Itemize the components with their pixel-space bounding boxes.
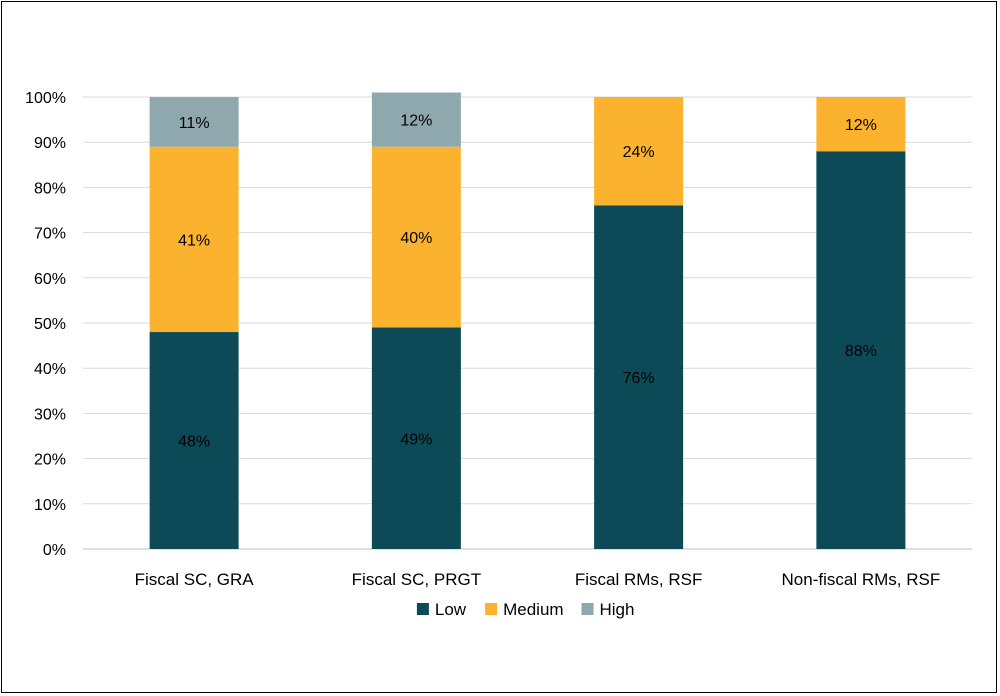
- bar-segment-low: [149, 332, 239, 549]
- bar-segment-medium: [371, 146, 461, 328]
- bar-segment-medium: [149, 146, 239, 333]
- y-tick-label: 90%: [34, 135, 66, 152]
- data-label: 76%: [623, 370, 655, 387]
- x-category-label: Fiscal SC, PRGT: [352, 570, 481, 589]
- data-label: 41%: [178, 232, 210, 249]
- bar-segment-medium: [594, 97, 684, 206]
- data-label: 88%: [845, 343, 877, 360]
- legend-swatch-medium: [485, 603, 498, 615]
- x-category-label: Fiscal RMs, RSF: [575, 570, 703, 589]
- data-label: 11%: [179, 115, 210, 132]
- bar-segment-high: [371, 92, 461, 147]
- x-category-label: Fiscal SC, GRA: [135, 570, 255, 589]
- bar-segment-low: [816, 151, 906, 550]
- y-tick-label: 80%: [34, 180, 66, 197]
- x-axis-categories: Fiscal SC, GRA Fiscal SC, PRGT Fiscal RMs,…: [135, 570, 941, 589]
- data-label: 12%: [400, 113, 432, 130]
- bar-segment-high: [149, 97, 239, 147]
- y-tick-label: 100%: [25, 90, 66, 107]
- legend-swatch-low: [416, 603, 429, 615]
- x-category-label: Non-fiscal RMs, RSF: [782, 570, 941, 589]
- y-tick-label: 70%: [34, 226, 66, 243]
- legend: Low Medium High: [416, 600, 635, 619]
- bars: 48% 41% 11% 49% 40% 12% 76% 24% 88% 12%: [149, 92, 906, 550]
- bar-segment-low: [594, 205, 684, 550]
- legend-swatch-high: [581, 603, 594, 615]
- legend-label-high: High: [600, 600, 635, 619]
- data-label: 49%: [400, 431, 432, 448]
- data-label: 24%: [623, 144, 655, 161]
- legend-label-medium: Medium: [503, 600, 563, 619]
- y-axis-ticks: 0% 10% 20% 30% 40% 50% 60% 70% 80% 90% 100%: [25, 90, 66, 559]
- y-tick-label: 30%: [34, 406, 66, 423]
- y-tick-label: 0%: [43, 542, 66, 559]
- y-tick-label: 60%: [34, 271, 66, 288]
- y-tick-label: 40%: [34, 361, 66, 378]
- data-label: 48%: [178, 434, 210, 451]
- y-tick-label: 50%: [34, 316, 66, 333]
- y-tick-label: 10%: [34, 497, 66, 514]
- y-tick-label: 20%: [34, 452, 66, 469]
- data-label: 12%: [845, 117, 877, 134]
- legend-label-low: Low: [435, 600, 467, 619]
- bar-segment-low: [371, 327, 461, 549]
- bar-segment-medium: [816, 97, 906, 152]
- data-label: 40%: [400, 230, 432, 247]
